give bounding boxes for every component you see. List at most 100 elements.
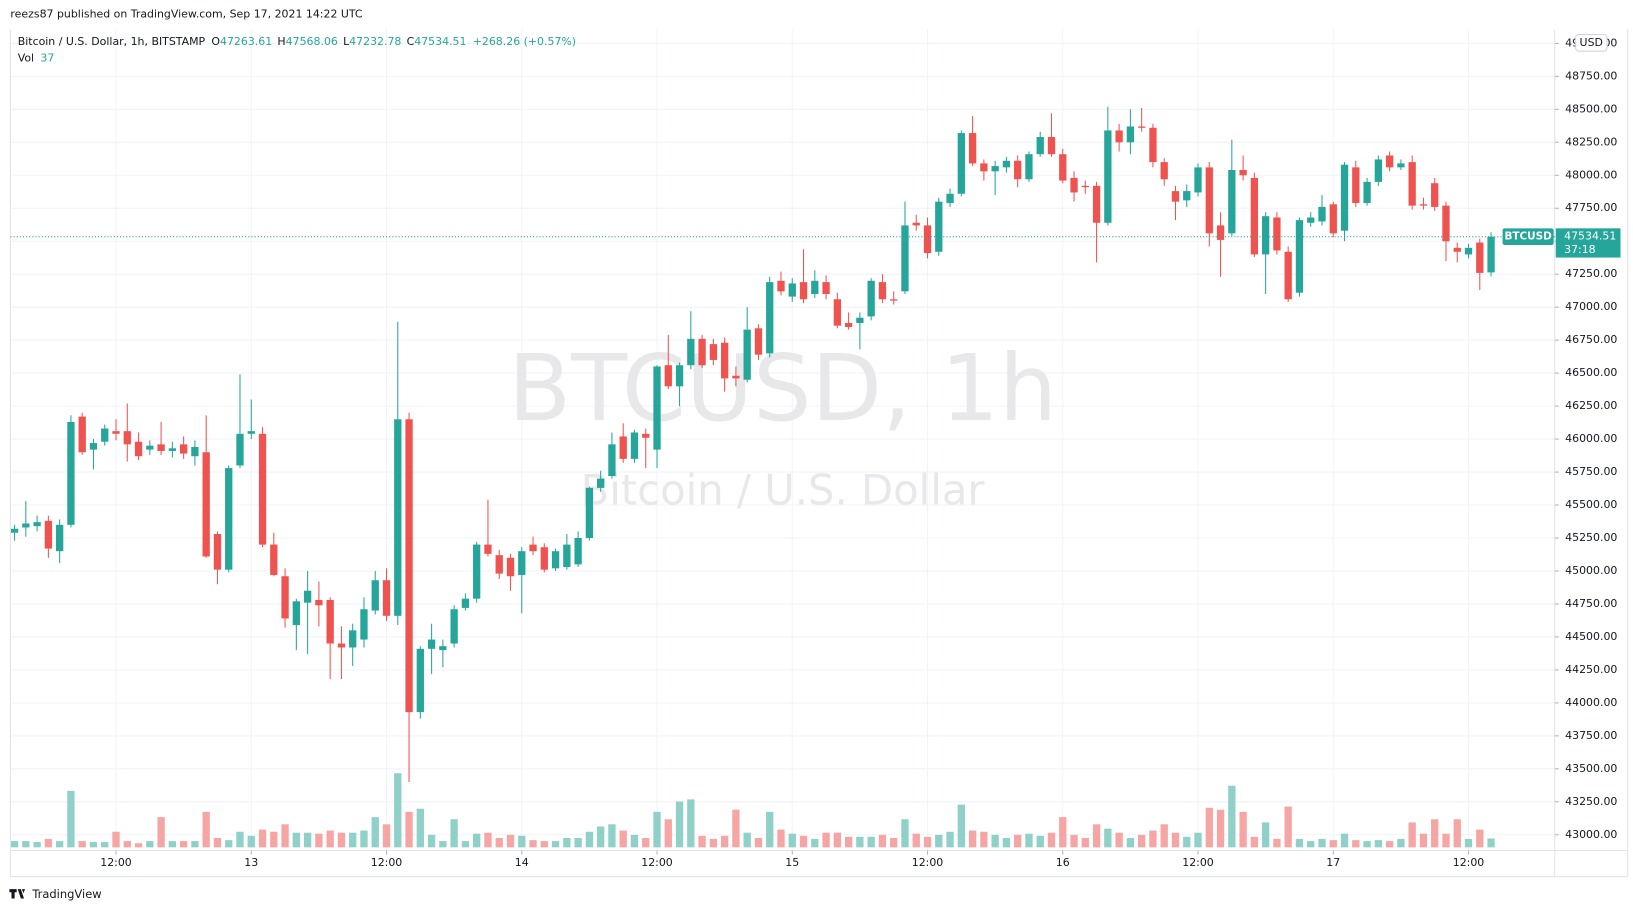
price-badge [1555, 228, 1621, 258]
header: reezs87 published on TradingView.com, Se… [10, 8, 363, 21]
volume-bar [844, 836, 853, 848]
volume-bar [935, 834, 943, 848]
candle-body [1104, 130, 1112, 223]
y-tick-label: 48000.00 [1565, 168, 1617, 181]
candle-body [1036, 137, 1044, 155]
volume-bar [22, 841, 30, 848]
volume-bar [1261, 822, 1270, 848]
candle-body [619, 436, 627, 459]
y-tick-label: 44750.00 [1565, 597, 1617, 610]
volume-bar [1329, 840, 1337, 848]
candle-body [653, 366, 661, 450]
volume-bar [664, 819, 672, 848]
candle-body [551, 551, 560, 569]
volume-bar [1171, 832, 1180, 848]
volume-bar [326, 830, 334, 848]
candle-body [1431, 183, 1439, 207]
candle-layer [10, 106, 1495, 783]
candle-body [822, 282, 830, 294]
candle-body [484, 544, 492, 554]
legend-value: 47534.51 [414, 35, 466, 48]
grid [10, 29, 1555, 851]
volume-bar [574, 837, 582, 848]
candle-body [303, 590, 312, 603]
candle-body [349, 630, 357, 648]
candle-body [123, 431, 131, 445]
candle-body [225, 468, 233, 570]
x-tick-label: 12:00 [1182, 856, 1214, 869]
candle-body [743, 329, 751, 380]
y-tick-label: 43250.00 [1565, 795, 1617, 808]
volume-bar [518, 835, 526, 848]
volume-bar [1138, 834, 1146, 848]
y-tick-label: 44000.00 [1565, 696, 1617, 709]
volume-bar [687, 799, 695, 848]
volume-bar [1363, 841, 1371, 848]
volume-bar [78, 841, 86, 848]
candle-body [709, 344, 718, 360]
volume-bar [1453, 819, 1461, 848]
candle-body [22, 523, 30, 528]
candle-body [720, 342, 729, 379]
candle-body [1126, 126, 1135, 143]
y-tick-label: 47750.00 [1565, 201, 1617, 214]
candle-body [337, 643, 346, 648]
candle-body [1228, 170, 1236, 234]
candle-body [1081, 185, 1089, 188]
volume-bar [1059, 817, 1067, 848]
candle-body [10, 528, 19, 533]
x-tick-label: 12:00 [641, 856, 673, 869]
candle-body [1216, 225, 1225, 240]
volume-bar [461, 841, 470, 848]
candle-body [281, 576, 289, 619]
candle-body [1047, 137, 1056, 155]
candle-body [326, 599, 334, 644]
currency-label: USD [1580, 36, 1603, 49]
candle-body [1295, 220, 1304, 293]
candle-body [157, 444, 165, 451]
candle-body [55, 524, 64, 552]
x-tick-label: 12:00 [371, 856, 403, 869]
candle-body [844, 323, 853, 327]
brand-logo [9, 889, 26, 899]
volume-bar [1487, 838, 1495, 848]
y-tick-label: 46250.00 [1565, 399, 1617, 412]
volume-bar [867, 836, 875, 848]
candle-body [923, 225, 932, 254]
candle-body [833, 299, 841, 326]
volume-bar [1205, 807, 1213, 848]
legend-label: C [407, 35, 415, 48]
volume-bar [653, 811, 661, 848]
candle-body [394, 419, 402, 616]
volume-bar [303, 832, 312, 848]
candle-body [134, 441, 143, 457]
candle-body [1014, 160, 1022, 180]
candle-body [1363, 181, 1371, 203]
volume-bar [123, 841, 131, 848]
candle-body [427, 639, 436, 649]
volume-bar [1160, 824, 1168, 848]
candle-body [258, 433, 267, 545]
volume-bar [44, 838, 53, 848]
volume-bar [191, 841, 199, 848]
volume-bar [179, 841, 188, 848]
candle-body [687, 338, 695, 366]
candle-body [518, 551, 526, 575]
volume-bar [980, 831, 988, 848]
candle-body [191, 446, 199, 457]
legend-value: 47232.78 [349, 35, 401, 48]
y-tick-label: 43000.00 [1565, 828, 1617, 841]
x-tick-label: 16 [1056, 856, 1070, 869]
volume-bar [1183, 836, 1191, 848]
volume-bar [371, 817, 379, 848]
candle-body [315, 599, 323, 606]
price-badge-countdown: 37:18 [1564, 243, 1596, 256]
candle-body [450, 609, 458, 644]
volume-bar [833, 832, 841, 848]
candle-body [1273, 217, 1281, 251]
candle-body [168, 448, 177, 451]
legend-change: +268.26 (+0.57%) [473, 35, 576, 48]
candle-body [1183, 191, 1191, 201]
volume-bar [225, 840, 233, 848]
